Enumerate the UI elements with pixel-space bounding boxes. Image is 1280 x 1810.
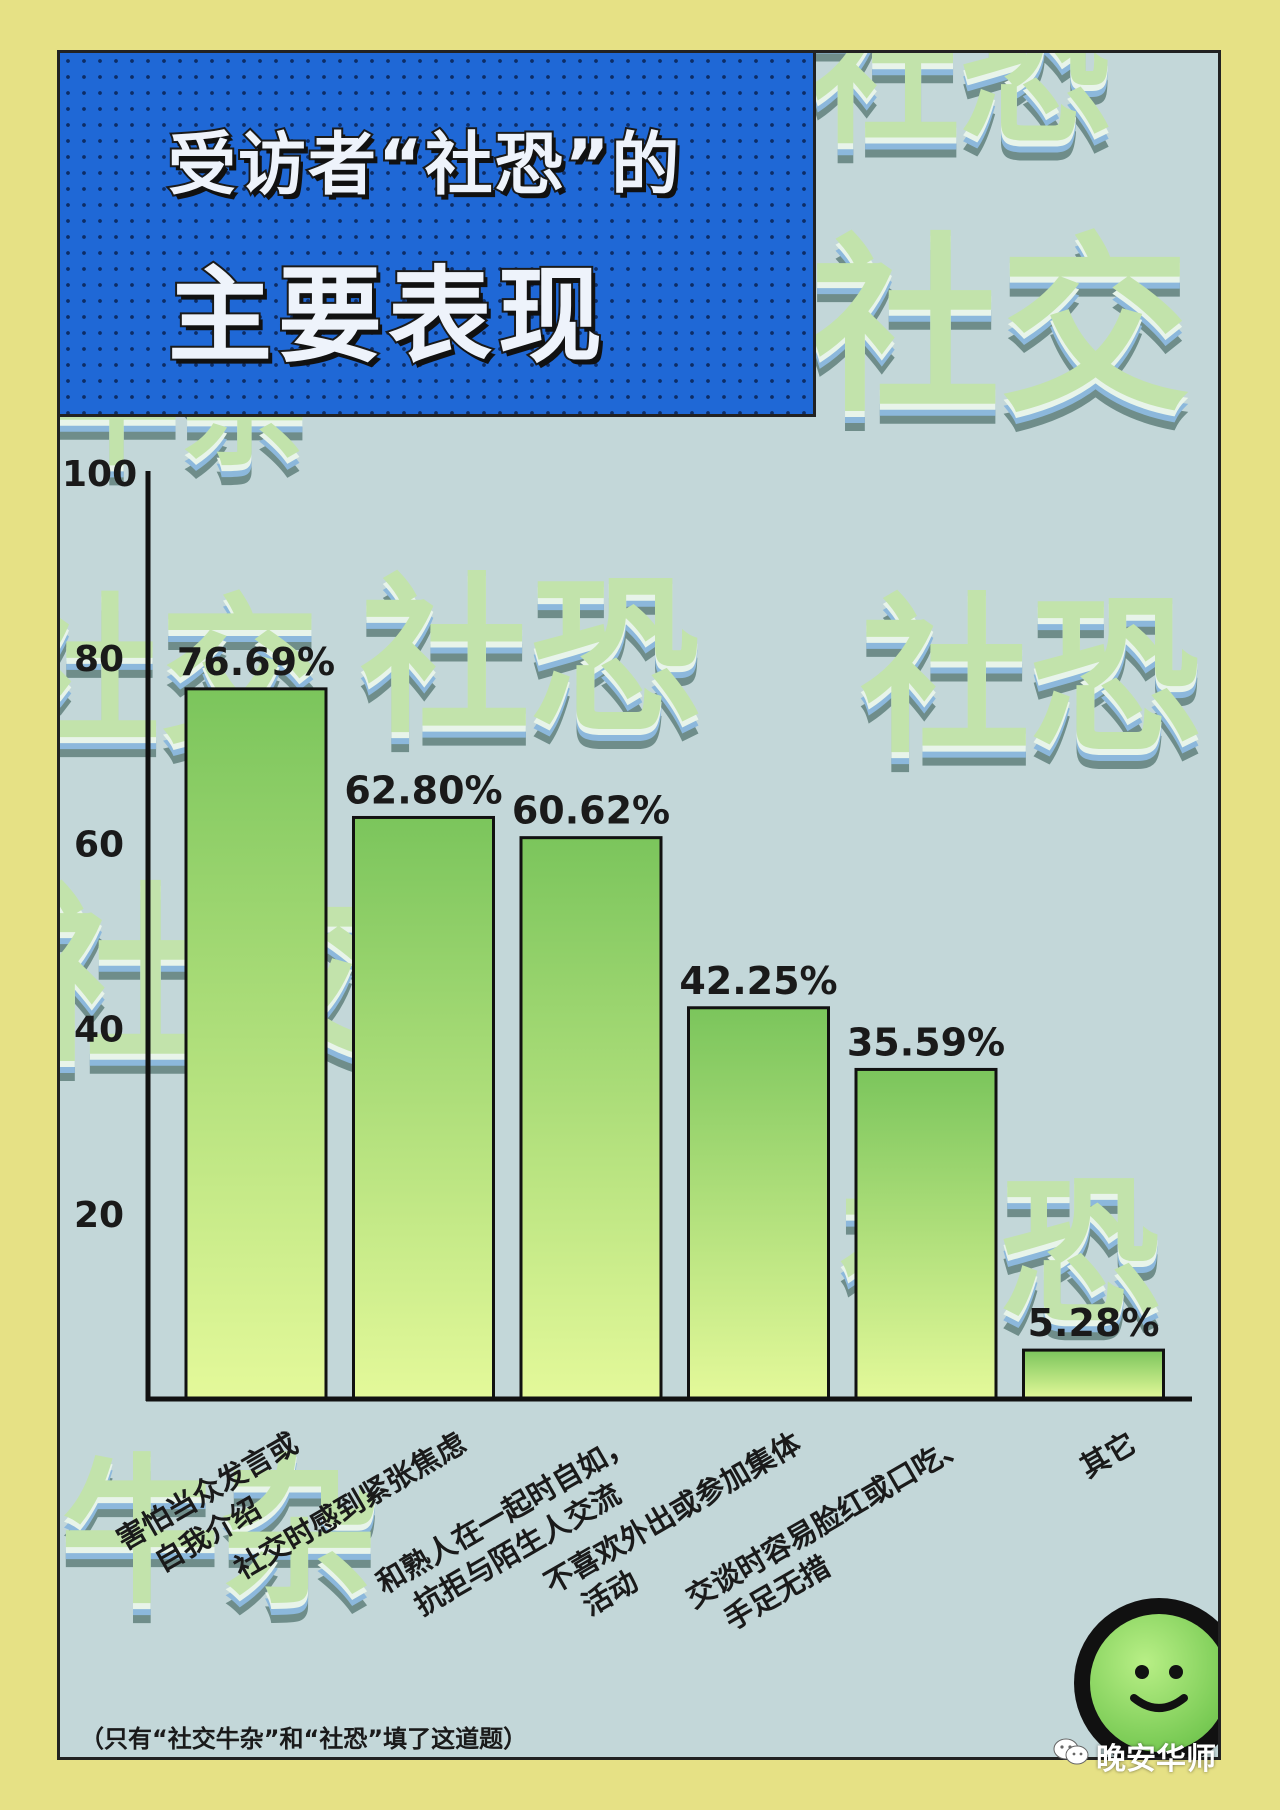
- y-tick-label: 80: [74, 639, 124, 680]
- y-tick-label: 20: [74, 1195, 124, 1236]
- bar: [1022, 1348, 1165, 1401]
- wechat-icon: [1052, 1736, 1090, 1776]
- bar-value-label: 76.69%: [177, 640, 335, 684]
- bar: [687, 1006, 830, 1401]
- title-line2: 主要表现: [166, 253, 609, 379]
- bg-word: 社恐: [360, 559, 701, 757]
- bar: [519, 836, 663, 1401]
- bg-word: 社恐: [810, 50, 1111, 165]
- bar: [352, 815, 495, 1401]
- watermark: 晚安华师: [1052, 1734, 1216, 1778]
- bg-word: 社恐: [860, 579, 1201, 777]
- watermark-text: 晚安华师: [1096, 1742, 1216, 1777]
- y-tick-label: 100: [62, 454, 137, 495]
- title-line1: 受访者“社恐”的: [166, 124, 682, 207]
- y-tick-label: 60: [74, 824, 124, 865]
- y-tick-label: 40: [74, 1010, 124, 1051]
- bar-value-label: 62.80%: [344, 768, 502, 812]
- bg-word: 社交: [810, 217, 1191, 438]
- bar-value-label: 35.59%: [847, 1020, 1005, 1064]
- bar-value-label: 42.25%: [679, 959, 837, 1003]
- bar: [854, 1067, 998, 1401]
- footnote: （只有“社交牛杂”和“社恐”填了这道题）: [80, 1725, 528, 1753]
- bar-value-label: 60.62%: [512, 789, 670, 833]
- bg-word: 牛杂: [60, 1439, 381, 1626]
- bar-value-label: 5.28%: [1028, 1301, 1160, 1345]
- bar: [184, 687, 328, 1401]
- smiley-face-icon: [1074, 1598, 1218, 1757]
- poster: 社恐 社交 牛杂 社恐 社交 社恐 社交 社恐 牛杂 受访者“社恐”的 主要表现…: [57, 50, 1221, 1760]
- bar-chart: 76.69% 62.80% 60.62% 42.25%35.59% 5.28% 20 40…: [62, 454, 1192, 1402]
- title-panel: 受访者“社恐”的 主要表现: [60, 53, 816, 417]
